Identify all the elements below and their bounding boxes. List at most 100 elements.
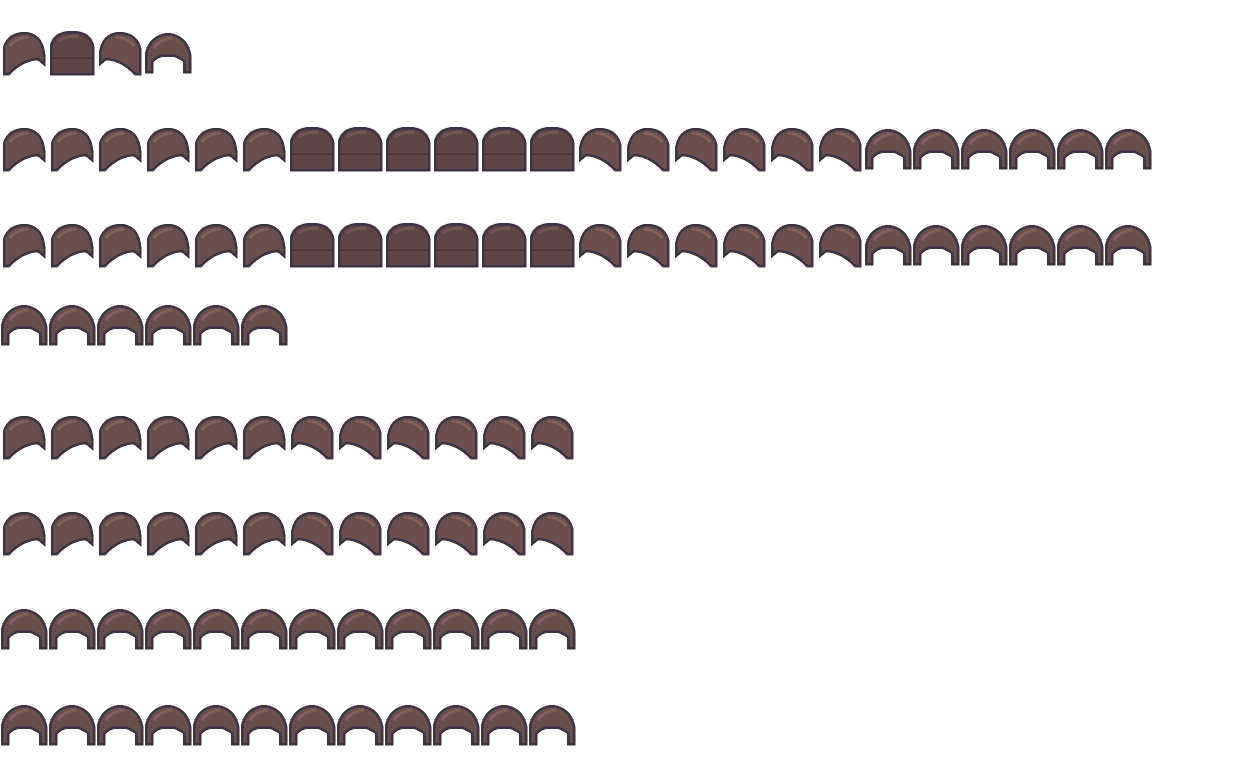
hair-sprite [960,128,1008,170]
hair-sprite [2,223,46,268]
hair-sprite [433,222,479,268]
hair-sprite [144,32,192,74]
hair-sprite [146,511,190,556]
hair-sprite [482,511,526,556]
hair-sprite [1008,224,1056,266]
hair-sprite [146,415,190,460]
hair-sprite [98,31,142,76]
hair-sprite [144,608,192,650]
hair-sprite [98,415,142,460]
hair-sprite [50,415,94,460]
hair-sprite [674,223,718,268]
hair-sprite [818,127,862,172]
hair-sprite [1104,224,1152,266]
hair-sprite [288,704,336,746]
hair-sprite [385,126,431,172]
hair-sprite [770,127,814,172]
hair-sprite [194,223,238,268]
hair-sprite [528,608,576,650]
hair-sprite [242,127,286,172]
hair-sprite [2,31,46,76]
hair-sprite [578,127,622,172]
hair-sprite [482,415,526,460]
hair-sprite [818,223,862,268]
hair-sprite [2,511,46,556]
hair-sprite [1056,128,1104,170]
hair-sprite [50,223,94,268]
hair-sprite [386,511,430,556]
hair-sprite [336,704,384,746]
hair-sprite [385,222,431,268]
hair-sprite [98,511,142,556]
hair-sprite [98,127,142,172]
hair-sprite [144,704,192,746]
hair-sprite [50,127,94,172]
hair-sprite [289,222,335,268]
hair-sprite [386,415,430,460]
hair-sprite [48,304,96,346]
hair-sprite [481,222,527,268]
hair-sprite [289,126,335,172]
hair-sprite [384,704,432,746]
hair-sprite [770,223,814,268]
hair-sprite [626,223,670,268]
hair-sprite [240,304,288,346]
hair-sprite [49,30,95,76]
hair-sprite [432,704,480,746]
hair-sprite [240,704,288,746]
hair-sprite [337,222,383,268]
hair-sprite [98,223,142,268]
hair-sprite [0,704,48,746]
hair-sprite [338,511,382,556]
hair-sprite [48,608,96,650]
hair-sprite [96,608,144,650]
hair-sprite [480,704,528,746]
hair-sprite [290,511,334,556]
hair-sprite [384,608,432,650]
hair-sprite [434,415,478,460]
hair-sprite [290,415,334,460]
hair-sprite [481,126,527,172]
hair-sprite [480,608,528,650]
hair-sprite [864,128,912,170]
hair-sprite [433,126,479,172]
hair-sprite [432,608,480,650]
hair-sprite [2,127,46,172]
hair-sprite [146,223,190,268]
hair-sprite [864,224,912,266]
hair-sprite [530,415,574,460]
hair-sprite [242,415,286,460]
hair-sprite [194,127,238,172]
hair-sprite [1104,128,1152,170]
hair-sprite [722,127,766,172]
hair-sprite [530,511,574,556]
hair-sprite [194,511,238,556]
hair-sprite [336,608,384,650]
hair-sprite [242,511,286,556]
hair-sprite [288,608,336,650]
hair-sprite [529,222,575,268]
hair-sprite [528,704,576,746]
hair-sprite [434,511,478,556]
hair-sprite [240,608,288,650]
hair-sprite [1008,128,1056,170]
hair-sprite [529,126,575,172]
hair-sprite [912,224,960,266]
hair-sprite [337,126,383,172]
hair-sprite [1056,224,1104,266]
hair-sprite [50,511,94,556]
hair-sprite [194,415,238,460]
hair-sprite [338,415,382,460]
hair-sprite [242,223,286,268]
hair-sprite [192,304,240,346]
hair-sprite [960,224,1008,266]
hair-sprite [912,128,960,170]
hair-sprite [674,127,718,172]
hair-sprite [146,127,190,172]
hair-sprite [626,127,670,172]
hair-sprite [48,704,96,746]
hair-sprite [192,608,240,650]
hair-sprite [96,304,144,346]
